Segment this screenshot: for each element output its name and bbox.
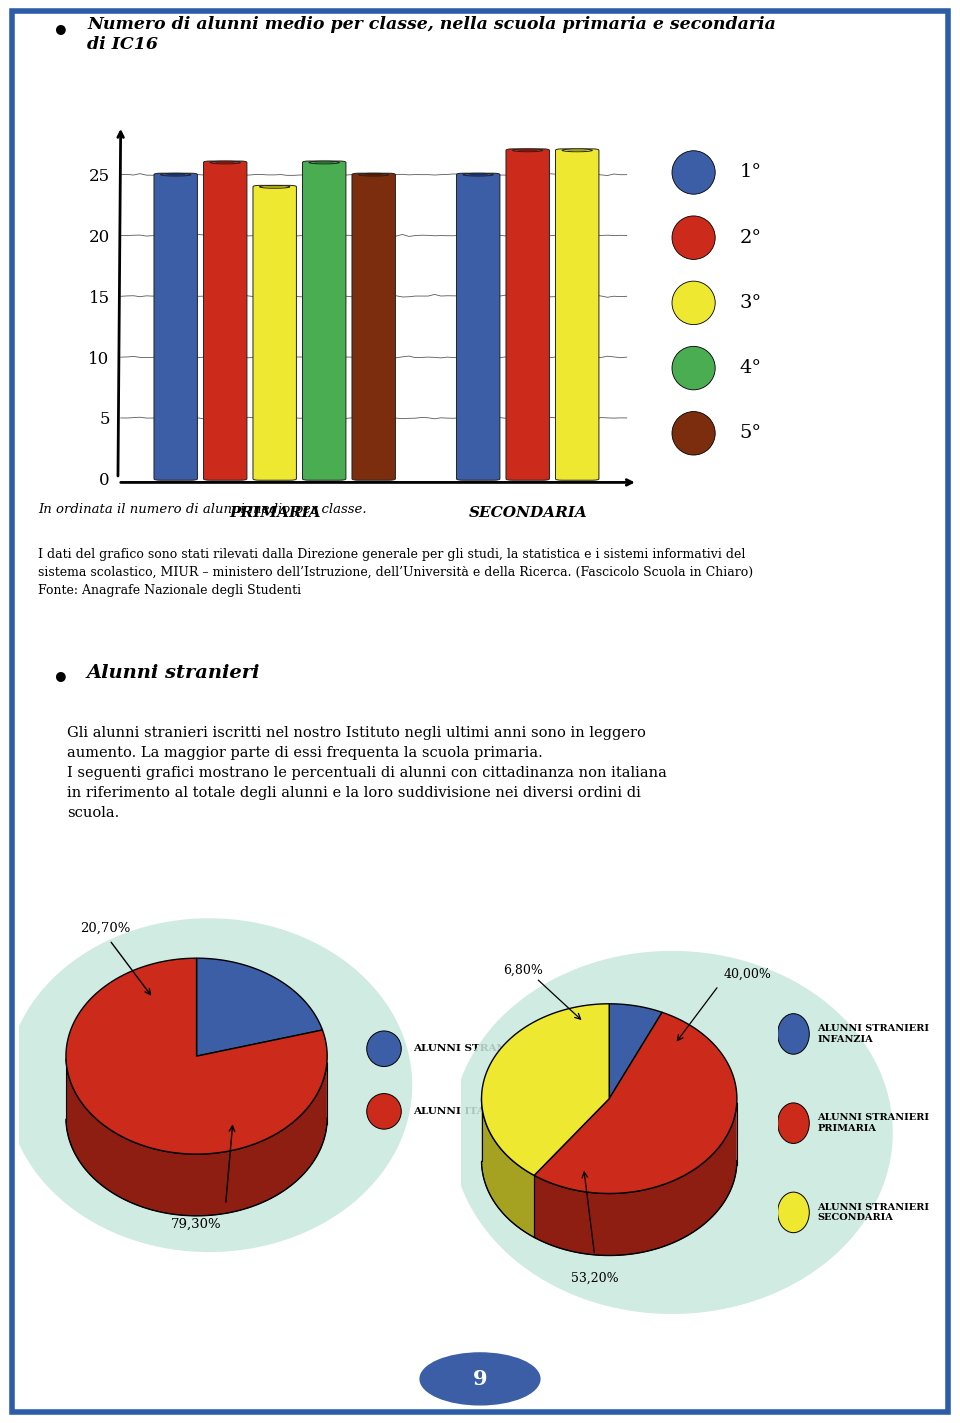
Text: 1°: 1° <box>739 164 761 182</box>
Ellipse shape <box>555 477 600 478</box>
Ellipse shape <box>672 282 715 324</box>
Ellipse shape <box>203 477 248 478</box>
Ellipse shape <box>468 174 488 175</box>
FancyBboxPatch shape <box>456 174 500 480</box>
Polygon shape <box>482 1003 610 1175</box>
Ellipse shape <box>463 174 493 176</box>
Text: 6,80%: 6,80% <box>503 963 543 976</box>
FancyBboxPatch shape <box>352 174 396 480</box>
Text: Gli alunni stranieri iscritti nel nostro Istituto negli ultimi anni sono in legg: Gli alunni stranieri iscritti nel nostro… <box>67 726 667 820</box>
Ellipse shape <box>153 477 199 478</box>
Text: 5°: 5° <box>739 424 761 443</box>
Ellipse shape <box>367 1030 401 1067</box>
Text: 20,70%: 20,70% <box>81 922 131 935</box>
FancyBboxPatch shape <box>556 149 599 480</box>
Ellipse shape <box>359 174 389 176</box>
Ellipse shape <box>309 161 339 164</box>
Ellipse shape <box>672 216 715 259</box>
Ellipse shape <box>567 149 587 151</box>
FancyBboxPatch shape <box>506 149 549 480</box>
FancyBboxPatch shape <box>154 174 198 480</box>
Ellipse shape <box>314 162 334 164</box>
FancyBboxPatch shape <box>302 161 346 480</box>
Text: 2°: 2° <box>739 229 761 246</box>
Text: Numero di alunni medio per classe, nella scuola primaria e secondaria
di IC16: Numero di alunni medio per classe, nella… <box>87 16 776 53</box>
Ellipse shape <box>6 918 412 1252</box>
FancyBboxPatch shape <box>204 161 247 480</box>
Text: 79,30%: 79,30% <box>171 1217 222 1231</box>
Circle shape <box>420 1353 540 1405</box>
Ellipse shape <box>259 185 290 188</box>
Ellipse shape <box>210 161 240 164</box>
Text: •: • <box>52 666 69 693</box>
Ellipse shape <box>351 477 396 478</box>
Text: ALUNNI ITALIANI: ALUNNI ITALIANI <box>413 1107 519 1116</box>
Text: 53,20%: 53,20% <box>571 1272 618 1285</box>
Text: PRIMARIA: PRIMARIA <box>228 505 321 519</box>
Text: 4°: 4° <box>739 359 761 377</box>
Ellipse shape <box>215 162 235 164</box>
Text: 9: 9 <box>472 1369 488 1389</box>
Ellipse shape <box>451 951 893 1313</box>
Ellipse shape <box>517 149 538 151</box>
Text: •: • <box>52 18 69 46</box>
Ellipse shape <box>672 411 715 455</box>
Ellipse shape <box>562 149 592 152</box>
Ellipse shape <box>778 1013 809 1054</box>
Polygon shape <box>534 1103 736 1255</box>
Polygon shape <box>66 958 327 1154</box>
Text: In ordinata il numero di alunni medio per classe.: In ordinata il numero di alunni medio pe… <box>38 502 367 515</box>
Text: 40,00%: 40,00% <box>724 968 772 980</box>
Ellipse shape <box>301 477 347 478</box>
Ellipse shape <box>364 174 384 175</box>
Polygon shape <box>66 1060 327 1215</box>
Polygon shape <box>534 1012 737 1194</box>
Ellipse shape <box>505 477 550 478</box>
Ellipse shape <box>672 346 715 390</box>
Text: SECONDARIA: SECONDARIA <box>468 505 588 519</box>
Text: ALUNNI STRANIERI: ALUNNI STRANIERI <box>413 1044 533 1053</box>
Ellipse shape <box>778 1103 809 1144</box>
Polygon shape <box>610 1003 662 1099</box>
Polygon shape <box>482 1099 534 1238</box>
Ellipse shape <box>513 149 542 152</box>
Polygon shape <box>197 958 323 1056</box>
Text: ALUNNI STRANIERI
INFANZIA: ALUNNI STRANIERI INFANZIA <box>817 1025 929 1043</box>
Text: ALUNNI STRANIERI
SECONDARIA: ALUNNI STRANIERI SECONDARIA <box>817 1202 929 1222</box>
Text: ALUNNI STRANIERI
PRIMARIA: ALUNNI STRANIERI PRIMARIA <box>817 1113 929 1133</box>
Text: I dati del grafico sono stati rilevati dalla Direzione generale per gli studi, l: I dati del grafico sono stati rilevati d… <box>38 548 754 596</box>
Ellipse shape <box>672 151 715 194</box>
FancyBboxPatch shape <box>253 185 297 480</box>
Text: Alunni stranieri: Alunni stranieri <box>87 665 260 682</box>
Ellipse shape <box>252 477 298 478</box>
Ellipse shape <box>367 1093 401 1130</box>
Ellipse shape <box>160 174 191 176</box>
Ellipse shape <box>455 477 501 478</box>
Text: 3°: 3° <box>739 295 761 312</box>
Ellipse shape <box>265 186 284 188</box>
Ellipse shape <box>778 1192 809 1232</box>
Ellipse shape <box>166 174 185 175</box>
